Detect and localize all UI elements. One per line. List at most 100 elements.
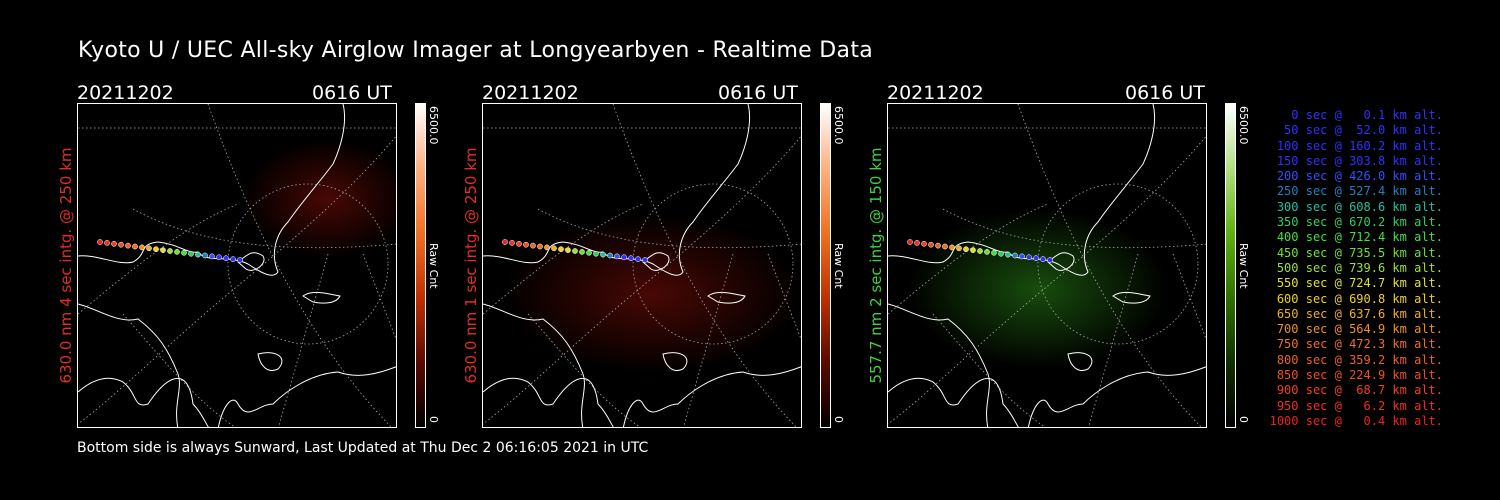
panel-1-image	[77, 103, 397, 428]
trajectory-point	[942, 243, 948, 250]
coastline	[237, 252, 265, 271]
panel-1-cbar-max: 6500.0	[427, 106, 440, 145]
panel-3-cbar-label: Raw Cnt	[1237, 243, 1250, 289]
trajectory-point	[593, 250, 599, 257]
coastline	[483, 104, 751, 276]
legend-entry: 750 sec @ 472.3 km alt.	[1276, 337, 1443, 352]
trajectory-point	[956, 245, 962, 252]
trajectory-point	[223, 255, 229, 262]
trajectory-point	[1047, 257, 1053, 263]
grid-line	[932, 313, 1046, 427]
trajectory-point	[237, 257, 243, 263]
legend-entry: 800 sec @ 359.2 km alt.	[1276, 352, 1443, 367]
panel-1-date: 20211202	[77, 82, 174, 104]
trajectory-point	[1005, 251, 1011, 258]
coastline	[888, 303, 990, 427]
grid-circle	[227, 183, 389, 345]
panel-3-cbar-min: 0	[1237, 416, 1250, 423]
legend-entry: 250 sec @ 527.4 km alt.	[1276, 184, 1443, 199]
trajectory-point	[935, 242, 941, 249]
legend-entry: 200 sec @ 426.0 km alt.	[1276, 169, 1443, 184]
panel-2-image	[482, 103, 802, 428]
grid-line	[362, 253, 396, 340]
trajectory-point	[104, 240, 110, 246]
trajectory-point	[628, 255, 634, 262]
trajectory-point	[216, 254, 222, 261]
trajectory-point	[635, 256, 641, 262]
coastline	[622, 366, 801, 427]
legend-entry: 0 sec @ 0.1 km alt.	[1291, 108, 1443, 122]
trajectory-point	[963, 246, 969, 253]
legend-entry: 900 sec @ 68.7 km alt.	[1276, 383, 1443, 398]
trajectory-point	[1019, 253, 1025, 260]
panel-2-ylabel: 630.0 nm 1 sec intg. @ 250 km	[462, 147, 480, 384]
coastline	[483, 303, 585, 427]
coastline	[78, 104, 346, 276]
trajectory-point	[125, 242, 131, 249]
legend-entry: 1000 sec @ 0.4 km alt.	[1269, 413, 1443, 428]
legend-entry: 650 sec @ 637.6 km alt.	[1276, 306, 1443, 321]
grid-line	[122, 313, 236, 427]
trajectory-point	[977, 248, 983, 254]
panel-2-date: 20211202	[482, 82, 579, 104]
panel-3-time: 0616 UT	[1125, 82, 1205, 104]
trajectory-point	[998, 250, 1004, 257]
coastline	[1067, 352, 1093, 371]
trajectory-point	[146, 245, 152, 252]
trajectory-point	[181, 249, 187, 256]
legend-entry: 300 sec @ 608.6 km alt.	[1276, 199, 1443, 214]
panel-1-ylabel: 630.0 nm 4 sec intg. @ 250 km	[57, 147, 75, 384]
trajectory-point	[1040, 256, 1046, 262]
legend-entry: 550 sec @ 724.7 km alt.	[1276, 276, 1443, 291]
trajectory-point	[1026, 254, 1032, 261]
trajectory-point	[991, 249, 997, 256]
trajectory-point	[195, 251, 201, 258]
trajectory-point	[600, 251, 606, 258]
trajectory-point	[579, 249, 585, 255]
trajectory-point	[1012, 252, 1018, 259]
panel-1-cbar-label: Raw Cnt	[427, 243, 440, 289]
panel-3-image	[887, 103, 1207, 428]
coastline	[1027, 366, 1206, 427]
coastline	[78, 303, 180, 427]
panel-2-colorbar	[820, 103, 831, 428]
trajectory-point	[502, 239, 508, 245]
trajectory-point	[970, 247, 976, 253]
trajectory-point	[230, 256, 236, 262]
grid-line	[132, 208, 396, 249]
legend-entry: 500 sec @ 739.6 km alt.	[1276, 260, 1443, 275]
coastline	[888, 104, 1156, 276]
page-title: Kyoto U / UEC All-sky Airglow Imager at …	[78, 38, 874, 63]
panel-3-cbar-max: 6500.0	[1237, 106, 1250, 145]
trajectory-point	[621, 254, 627, 261]
trajectory-point	[174, 249, 180, 255]
panel-2-cbar-label: Raw Cnt	[832, 243, 845, 289]
trajectory-point	[1033, 255, 1039, 262]
trajectory-point	[907, 239, 913, 245]
panel-1-colorbar	[415, 103, 426, 428]
legend-entry: 50 sec @ 52.0 km alt.	[1284, 123, 1443, 138]
coastline	[78, 377, 209, 427]
coastline	[302, 291, 341, 304]
trajectory-point	[509, 240, 515, 246]
trajectory-point	[209, 253, 215, 260]
trajectory-point	[544, 244, 550, 251]
trajectory-point	[188, 250, 194, 257]
legend-entry: 950 sec @ 6.2 km alt.	[1276, 398, 1443, 413]
panel-2-cbar-max: 6500.0	[832, 106, 845, 145]
airglow-region	[503, 214, 801, 374]
coastline	[707, 291, 746, 304]
legend-entry: 150 sec @ 303.8 km alt.	[1276, 153, 1443, 168]
trajectory-point	[139, 244, 145, 251]
coastline	[1047, 252, 1075, 271]
coastline	[662, 352, 688, 371]
panel-3-ylabel: 557.7 nm 2 sec intg. @ 150 km	[867, 147, 885, 384]
legend-entry: 450 sec @ 735.5 km alt.	[1276, 245, 1443, 260]
coastline	[483, 377, 614, 427]
trajectory-point	[551, 245, 557, 252]
panel-3-colorbar	[1225, 103, 1236, 428]
trajectory-point	[586, 249, 592, 256]
trajectory-point	[949, 244, 955, 251]
grid-line	[767, 253, 801, 340]
trajectory-point	[558, 246, 564, 253]
